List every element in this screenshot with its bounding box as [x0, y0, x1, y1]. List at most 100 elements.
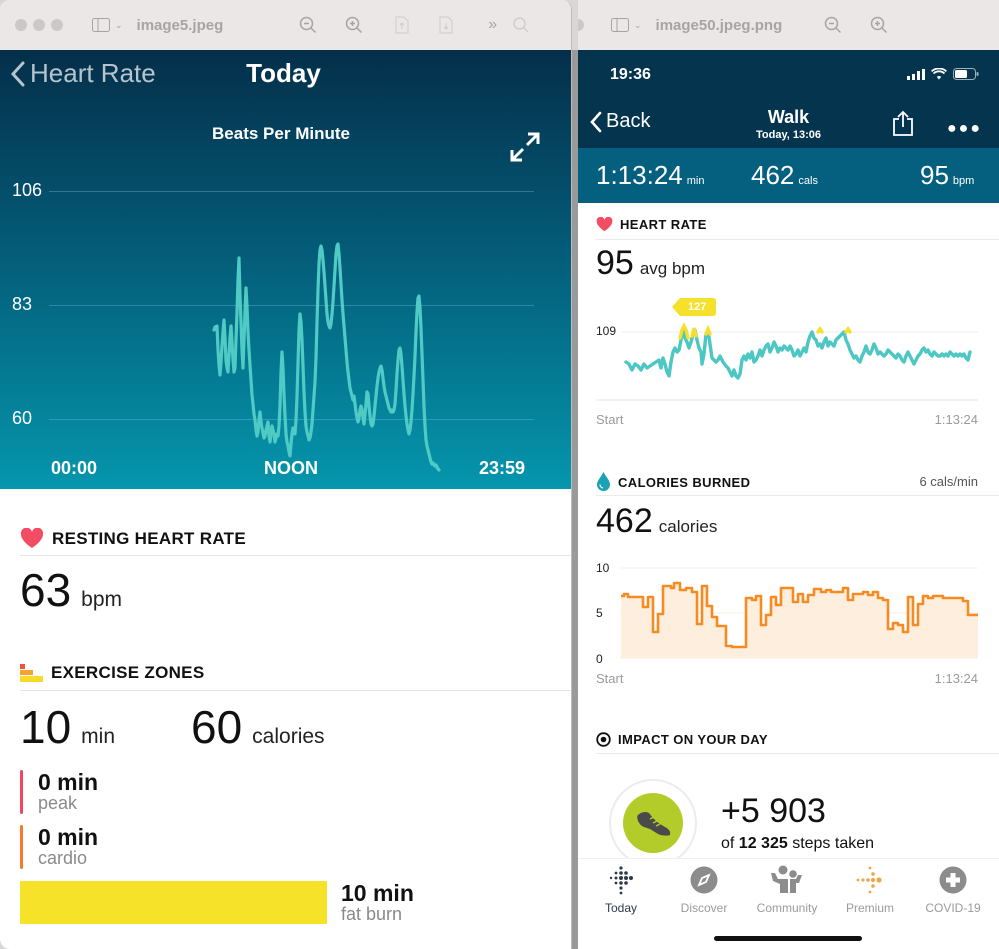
chevron-down-icon[interactable]: ⌄ — [115, 19, 123, 30]
calories-total-value: 462 — [596, 502, 653, 540]
home-indicator[interactable] — [714, 936, 862, 941]
cal-y-tick-0: 0 — [596, 652, 603, 666]
tab-label: Premium — [845, 901, 894, 915]
peak-bpm-tag: 127 — [672, 298, 717, 316]
back-button[interactable]: Back — [590, 110, 650, 133]
zone-fat-burn-bar — [20, 881, 327, 924]
avg-bpm-value: 95 — [596, 244, 634, 282]
premium-dots-icon — [856, 866, 882, 894]
zone-fat-burn-label: fat burn — [341, 903, 403, 924]
calories-total: 462 calories — [596, 502, 717, 541]
walk-header: 19:36 Back Walk Today, 13:06 ●●● — [578, 50, 999, 148]
gridline — [49, 419, 534, 420]
stat-calories-value: 462 — [751, 160, 795, 190]
x-tick-start: 00:00 — [51, 458, 98, 478]
tab-today[interactable]: Today — [581, 865, 661, 915]
tab-label: Today — [604, 901, 638, 915]
zone-calories-unit: calories — [252, 725, 325, 748]
status-time: 19:36 — [610, 66, 651, 83]
section-title: CALORIES BURNED — [618, 474, 751, 490]
zone-fat-burn-value: 10 min — [341, 879, 414, 906]
page-title-text: Today — [246, 58, 321, 88]
stat-bpm-unit: bpm — [952, 175, 975, 187]
chart-title: Beats Per Minute — [212, 124, 350, 143]
zone-cardio-label: cardio — [38, 848, 88, 868]
zoom-out-icon[interactable] — [299, 16, 317, 34]
resting-heart-rate-value: 63 bpm — [20, 563, 122, 617]
activity-title: Walk — [767, 107, 810, 127]
search-icon[interactable] — [513, 17, 529, 33]
share-icon[interactable] — [892, 110, 914, 137]
tag-pointer-icon — [672, 298, 680, 316]
back-button[interactable]: Heart Rate — [10, 58, 156, 89]
share-down-icon[interactable] — [439, 16, 453, 34]
calories-rate: 6 cals/min — [919, 474, 978, 489]
resting-bpm-unit: bpm — [81, 588, 123, 611]
minimize-window-button[interactable] — [33, 19, 45, 31]
tab-label: Community — [756, 901, 818, 915]
zone-peak-label: peak — [38, 793, 78, 813]
tab-label: COVID-19 — [925, 901, 981, 915]
divider — [20, 555, 571, 556]
plus-circle-icon — [939, 866, 967, 894]
heart-rate-header: Heart Rate Today Beats Per Minute 106 83… — [0, 50, 571, 489]
more-chevrons-icon[interactable]: » — [488, 16, 498, 33]
zone-calories-number: 60 — [191, 701, 243, 753]
expand-icon[interactable] — [508, 130, 542, 164]
window-title: image50.jpeg.png — [655, 16, 783, 34]
tab-community[interactable]: Community — [747, 865, 827, 915]
sidebar-icon[interactable] — [611, 18, 629, 32]
zoom-in-icon[interactable] — [345, 16, 363, 34]
stat-bpm: 95 bpm — [920, 160, 974, 191]
fitbit-dots-icon — [609, 866, 633, 895]
tab-discover[interactable]: Discover — [664, 865, 744, 915]
resting-heart-rate-heading: RESTING HEART RATE — [20, 528, 246, 549]
walk-title: Walk Today, 13:06 — [578, 107, 999, 141]
resting-bpm-number: 63 — [20, 564, 72, 616]
water-drop-icon — [597, 472, 610, 491]
peak-bpm-value: 127 — [680, 298, 717, 316]
gridline — [49, 305, 534, 306]
window-controls — [15, 19, 63, 31]
close-window-button[interactable] — [15, 19, 27, 31]
section-title: EXERCISE ZONES — [51, 663, 205, 682]
walk-heart-rate-chart — [596, 322, 978, 401]
people-icon — [771, 865, 802, 893]
calories-burned-heading: CALORIES BURNED — [596, 472, 750, 492]
steps-suffix: steps taken — [792, 835, 875, 852]
battery-icon — [953, 68, 979, 80]
walk-stats-bar: 1:13:24 min 462 cals 95 bpm — [578, 148, 999, 203]
heart-rate-line-chart — [212, 242, 441, 472]
divider — [20, 690, 571, 691]
cal-x-end: 1:13:24 — [934, 671, 978, 686]
left-window-titlebar: ⌄ image5.jpeg » — [0, 0, 571, 50]
y-tick-83: 83 — [12, 294, 33, 314]
page-title: Today — [0, 58, 571, 89]
zone-peak-bar — [20, 770, 23, 814]
gridline — [49, 191, 534, 192]
zoom-in-icon[interactable] — [870, 16, 888, 34]
share-up-icon[interactable] — [395, 16, 409, 34]
heart-rate-heading: HEART RATE — [596, 217, 707, 232]
sidebar-icon[interactable] — [92, 18, 110, 32]
window-title: image5.jpeg — [136, 16, 224, 34]
stat-duration: 1:13:24 min — [596, 160, 704, 191]
steps-total: 12 325 — [738, 835, 788, 852]
steps-badge-circle — [623, 793, 683, 853]
tab-premium[interactable]: Premium — [830, 865, 910, 915]
window-control[interactable] — [578, 19, 584, 31]
more-options-icon[interactable]: ●●● — [947, 120, 982, 137]
steps-added: +5 903 — [721, 792, 826, 830]
section-title: HEART RATE — [620, 217, 707, 232]
zones-bars-icon — [20, 664, 43, 682]
left-viewer-window: ⌄ image5.jpeg » Heart Rate Today Beats P… — [0, 0, 572, 949]
zone-cardio-bar — [20, 825, 23, 869]
tab-covid-19[interactable]: COVID-19 — [913, 865, 993, 915]
zoom-out-icon[interactable] — [824, 16, 842, 34]
y-tick-60: 60 — [12, 408, 33, 428]
back-label: Heart Rate — [30, 58, 156, 88]
chevron-left-icon — [590, 111, 602, 132]
chevron-down-icon[interactable]: ⌄ — [634, 19, 642, 30]
zoom-window-button[interactable] — [51, 19, 63, 31]
cal-x-start: Start — [596, 671, 624, 686]
